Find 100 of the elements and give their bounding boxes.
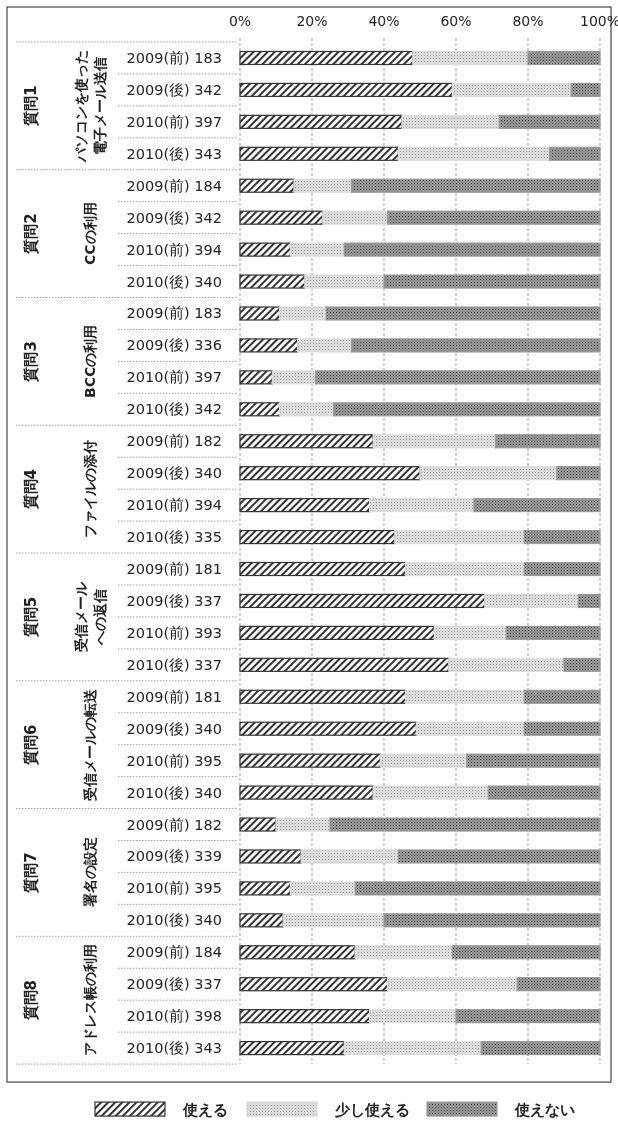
y-tick-label: 2009(後) 336 <box>126 337 222 354</box>
bar <box>419 466 558 481</box>
bar <box>239 178 295 193</box>
y-tick-label: 2009(後) 337 <box>126 976 222 993</box>
text: 質問3 <box>22 341 40 383</box>
y-tick-label: 2009(前) 182 <box>126 816 222 833</box>
y-tick-label: 2009(後) 337 <box>126 592 222 609</box>
text: 署名の設定 <box>82 837 98 909</box>
bar <box>383 913 601 928</box>
bar <box>239 593 486 609</box>
bar <box>239 274 306 289</box>
y-tick-label: 2009(前) 181 <box>126 688 222 705</box>
bar <box>329 817 601 832</box>
bar <box>239 1041 345 1056</box>
bar <box>523 561 601 577</box>
bar <box>523 721 601 736</box>
y-tick-label: 2010(後) 335 <box>126 529 222 546</box>
bar <box>498 114 601 129</box>
bar <box>239 561 407 577</box>
bar <box>451 945 601 960</box>
bar <box>351 338 601 353</box>
bar <box>239 338 299 353</box>
text: パソコンを使った電子メール送信 <box>73 49 108 163</box>
y-tick-label: 2010(後) 337 <box>126 656 222 673</box>
y-tick-label: 2009(前) 183 <box>126 305 222 322</box>
y-tick-label: 2009(後) 342 <box>126 81 222 98</box>
y-tick-label: 2009(前) 181 <box>126 561 222 578</box>
bar <box>239 306 281 321</box>
bar <box>505 625 601 640</box>
bar <box>239 498 371 513</box>
y-tick-label: 2010(前) 397 <box>126 369 222 386</box>
y-tick-label: 2009(前) 184 <box>126 177 222 194</box>
bar <box>527 50 601 66</box>
bar <box>397 849 601 864</box>
bar <box>297 338 353 353</box>
bar <box>397 146 551 161</box>
bar <box>239 977 389 992</box>
bar <box>239 657 450 672</box>
x-tick-label: 20% <box>296 13 328 29</box>
bar <box>354 945 453 960</box>
y-tick-label: 2010(前) 398 <box>126 1008 222 1025</box>
bar <box>239 114 403 129</box>
bar <box>239 466 421 481</box>
bar <box>279 306 327 321</box>
x-tick-label: 40% <box>368 13 400 29</box>
bar <box>369 1009 457 1024</box>
bar <box>315 370 601 385</box>
bar <box>372 785 489 800</box>
y-tick-label: 2009(後) 339 <box>126 848 222 865</box>
y-tick-label: 2009(前) 182 <box>126 433 222 450</box>
bar <box>239 1009 371 1024</box>
bar <box>369 498 475 513</box>
bar <box>343 242 601 257</box>
bar <box>282 913 385 928</box>
bar <box>239 689 407 704</box>
x-tick-label: 60% <box>440 13 472 29</box>
bar <box>387 210 601 225</box>
bar <box>239 434 374 449</box>
bar <box>333 402 601 417</box>
y-tick-label: 2010(後) 342 <box>126 401 222 418</box>
text: 受信メールへの返信 <box>73 580 108 653</box>
y-tick-label: 2009(後) 342 <box>126 209 222 226</box>
text: 質問7 <box>22 852 40 894</box>
text: 質問4 <box>22 468 40 511</box>
bar <box>289 242 345 257</box>
bar <box>293 178 353 193</box>
bar <box>563 657 601 672</box>
bar <box>549 146 601 161</box>
bar <box>239 625 435 640</box>
bar <box>239 242 291 257</box>
bar <box>379 753 468 768</box>
bar <box>239 785 374 800</box>
bar <box>239 210 324 225</box>
y-tick-label: 2010(前) 394 <box>126 241 222 258</box>
text: 受信メールの転送 <box>82 687 98 802</box>
bar <box>343 1041 482 1056</box>
bar <box>304 274 385 289</box>
y-tick-label: 2010(後) 340 <box>126 784 222 801</box>
bar <box>487 785 601 800</box>
bar <box>322 210 389 225</box>
bar <box>448 657 565 672</box>
bar <box>271 370 317 385</box>
text: 質問8 <box>22 979 40 1022</box>
bar <box>239 913 284 928</box>
bar <box>351 178 601 193</box>
bar <box>433 625 507 640</box>
y-tick-label: 2010(後) 340 <box>126 912 222 929</box>
x-tick-label: 80% <box>512 13 544 29</box>
bar <box>372 434 497 449</box>
bar <box>466 753 601 768</box>
bar <box>405 689 525 704</box>
text: 質問1 <box>22 85 40 128</box>
y-tick-label: 2010(後) 340 <box>126 273 222 290</box>
y-tick-label: 2010(前) 394 <box>126 497 222 514</box>
bar <box>383 274 601 289</box>
legend-label: 使えない <box>514 1101 575 1120</box>
bar <box>239 370 273 385</box>
bar <box>239 849 302 864</box>
bar <box>239 529 396 545</box>
bar <box>239 753 381 768</box>
